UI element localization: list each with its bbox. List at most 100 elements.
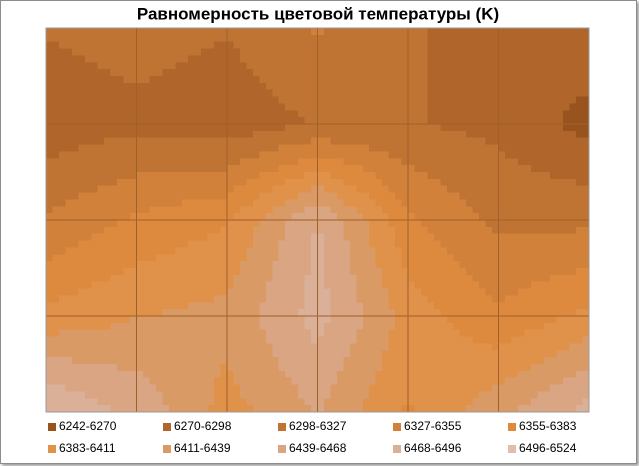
- contour-cell: [530, 336, 538, 344]
- contour-cell: [259, 172, 267, 180]
- contour-cell: [375, 247, 383, 255]
- contour-cell: [369, 28, 377, 36]
- contour-cell: [576, 69, 584, 77]
- contour-cell: [194, 82, 202, 91]
- contour-cell: [259, 192, 267, 200]
- contour-cell: [504, 268, 512, 276]
- contour-cell: [414, 158, 422, 166]
- contour-cell: [343, 28, 351, 36]
- contour-cell: [149, 288, 157, 296]
- contour-cell: [563, 192, 571, 200]
- contour-cell: [459, 137, 467, 146]
- contour-cell: [375, 130, 383, 139]
- contour-cell: [252, 343, 260, 351]
- contour-cell: [382, 316, 390, 324]
- contour-cell: [175, 62, 183, 70]
- contour-cell: [188, 309, 196, 317]
- contour-cell: [207, 240, 215, 248]
- contour-cell: [311, 69, 318, 77]
- contour-cell: [427, 288, 435, 296]
- contour-cell: [582, 261, 590, 269]
- contour-cell: [207, 103, 215, 111]
- contour-cell: [511, 76, 519, 84]
- contour-cell: [576, 41, 584, 50]
- contour-cell: [304, 76, 312, 84]
- contour-cell: [246, 137, 254, 146]
- contour-cell: [46, 76, 53, 84]
- contour-cell: [382, 185, 390, 194]
- contour-cell: [492, 76, 499, 84]
- contour-cell: [259, 41, 267, 50]
- contour-cell: [479, 384, 487, 392]
- contour-cell: [194, 213, 202, 221]
- contour-cell: [511, 130, 519, 139]
- contour-cell: [576, 254, 584, 262]
- contour-cell: [168, 124, 176, 132]
- contour-cell: [356, 69, 364, 77]
- contour-cell: [110, 220, 118, 228]
- contour-cell: [207, 370, 215, 379]
- contour-cell: [388, 172, 396, 180]
- contour-cell: [207, 350, 215, 358]
- contour-cell: [492, 89, 499, 98]
- contour-cell: [52, 302, 60, 310]
- contour-cell: [78, 268, 86, 276]
- contour-cell: [214, 28, 222, 36]
- contour-cell: [246, 309, 254, 317]
- contour-cell: [576, 62, 584, 70]
- contour-cell: [194, 89, 202, 98]
- contour-cell: [382, 82, 390, 91]
- contour-cell: [569, 370, 577, 379]
- contour-cell: [472, 213, 480, 221]
- contour-cell: [162, 82, 170, 91]
- contour-cell: [259, 316, 267, 324]
- contour-cell: [323, 172, 331, 180]
- contour-cell: [117, 364, 125, 372]
- contour-cell: [466, 185, 474, 194]
- contour-cell: [459, 226, 467, 235]
- contour-cell: [362, 316, 370, 324]
- contour-cell: [356, 377, 364, 386]
- contour-cell: [433, 261, 441, 269]
- contour-cell: [285, 226, 293, 235]
- contour-cell: [162, 96, 170, 104]
- contour-cell: [162, 322, 170, 331]
- contour-cell: [239, 28, 247, 36]
- contour-cell: [369, 240, 377, 248]
- contour-cell: [349, 213, 357, 221]
- contour-cell: [330, 206, 338, 214]
- contour-cell: [323, 185, 331, 194]
- contour-cell: [207, 76, 215, 84]
- contour-cell: [550, 48, 558, 56]
- contour-cell: [52, 377, 60, 386]
- contour-cell: [201, 302, 209, 310]
- contour-cell: [550, 199, 558, 207]
- contour-cell: [537, 206, 545, 214]
- contour-cell: [440, 226, 448, 235]
- contour-cell: [117, 178, 125, 187]
- contour-cell: [123, 137, 131, 146]
- contour-cell: [556, 110, 564, 118]
- contour-cell: [401, 226, 409, 235]
- contour-cell: [220, 261, 228, 269]
- contour-cell: [207, 384, 215, 392]
- contour-cell: [142, 391, 150, 399]
- contour-cell: [220, 110, 228, 118]
- contour-cell: [420, 233, 428, 242]
- contour-cell: [285, 144, 293, 152]
- contour-cell: [291, 48, 299, 56]
- contour-cell: [582, 55, 590, 63]
- contour-cell: [220, 247, 228, 255]
- contour-cell: [265, 240, 273, 248]
- contour-cell: [136, 336, 144, 344]
- contour-cell: [220, 55, 228, 63]
- contour-cell: [537, 240, 545, 248]
- contour-cell: [194, 322, 202, 331]
- contour-cell: [117, 151, 125, 159]
- contour-cell: [479, 261, 487, 269]
- contour-cell: [265, 62, 273, 70]
- contour-cell: [440, 268, 448, 276]
- contour-cell: [78, 405, 86, 413]
- contour-cell: [188, 377, 196, 386]
- contour-cell: [175, 295, 183, 303]
